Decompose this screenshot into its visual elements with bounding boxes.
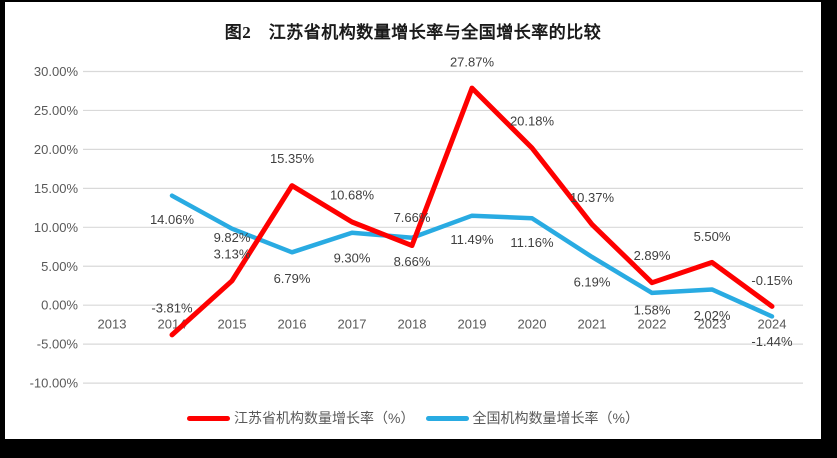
- x-axis-label: 2024: [758, 317, 787, 332]
- y-tick-label: 25.00%: [34, 103, 79, 118]
- chart-title: 图2 江苏省机构数量增长率与全国增长率的比较: [224, 23, 602, 42]
- data-label: -1.44%: [751, 334, 793, 349]
- x-axis-label: 2022: [638, 317, 667, 332]
- y-tick-label: 30.00%: [34, 64, 79, 79]
- data-label: 6.19%: [574, 274, 611, 289]
- data-label: 6.79%: [274, 271, 311, 286]
- y-tick-label: -10.00%: [30, 376, 79, 391]
- legend-line-swatch-blue: [425, 415, 469, 421]
- data-label: 14.06%: [150, 212, 195, 227]
- x-axis-label: 2016: [278, 317, 307, 332]
- data-label: 11.16%: [510, 235, 554, 250]
- y-tick-label: 20.00%: [34, 142, 79, 157]
- y-tick-label: 10.00%: [34, 220, 79, 235]
- y-tick-label: 15.00%: [34, 181, 79, 196]
- data-label: 11.49%: [450, 232, 494, 247]
- series-line-jiangsu: [169, 85, 775, 338]
- x-axis-label: 2017: [338, 317, 367, 332]
- plot-area: 30.00% 25.00% 20.00% 15.00% 10.00% 5.00% 0.00%…: [30, 55, 803, 391]
- legend-label-national: 全国机构数量增长率（%）: [472, 410, 639, 426]
- data-label: 8.66%: [394, 254, 431, 269]
- data-label: -3.81%: [151, 300, 193, 315]
- x-axis-label: 2019: [458, 317, 487, 332]
- chart-canvas: 图2 江苏省机构数量增长率与全国增长率的比较 30.00% 25.00% 20.00…: [5, 2, 821, 439]
- data-label: 2.89%: [634, 248, 671, 263]
- x-axis-label: 2023: [698, 317, 727, 332]
- x-axis-label: 2020: [518, 317, 547, 332]
- y-tick-label: 0.00%: [41, 298, 78, 313]
- x-axis-label: 2013: [98, 317, 127, 332]
- data-label: 27.87%: [450, 55, 495, 70]
- legend: 江苏省机构数量增长率（%） 全国机构数量增长率（%）: [5, 408, 821, 428]
- data-label: 2.02%: [694, 308, 731, 323]
- y-tick-label: 5.00%: [41, 259, 78, 274]
- data-label: 15.35%: [270, 151, 315, 166]
- x-axis-label: 2021: [578, 317, 607, 332]
- legend-label-jiangsu: 江苏省机构数量增长率（%）: [234, 410, 415, 426]
- data-label: 9.30%: [334, 250, 371, 265]
- data-label: 5.50%: [694, 229, 731, 244]
- data-label: 9.82%: [214, 230, 251, 245]
- legend-item-jiangsu: 江苏省机构数量增长率（%）: [187, 408, 415, 428]
- x-axis-label: 2015: [218, 317, 247, 332]
- data-label: 3.13%: [214, 246, 251, 261]
- data-label: 10.37%: [570, 190, 615, 205]
- data-label: 1.58%: [634, 302, 671, 317]
- legend-line-swatch-red: [187, 415, 231, 421]
- x-axis-label: 2018: [398, 317, 427, 332]
- data-label: 7.66%: [394, 210, 431, 225]
- data-label: -0.15%: [751, 273, 793, 288]
- y-tick-label: -5.00%: [37, 337, 79, 352]
- legend-item-national: 全国机构数量增长率（%）: [425, 408, 639, 428]
- data-label: 10.68%: [330, 188, 375, 203]
- data-label: 20.18%: [510, 113, 555, 128]
- series-line-national: [169, 193, 775, 319]
